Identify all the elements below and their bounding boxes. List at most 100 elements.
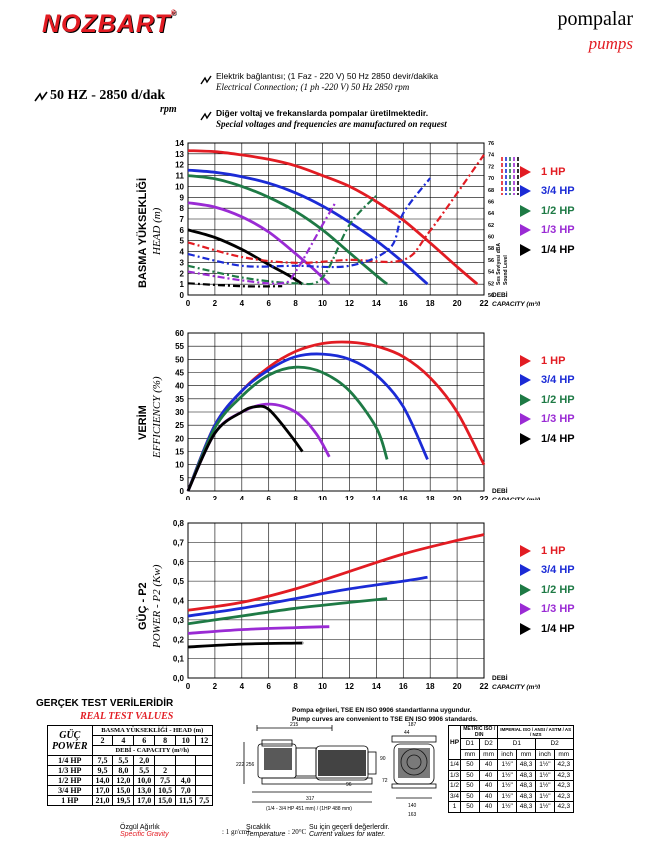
series-line xyxy=(187,597,388,626)
legend-entry: 1 HP xyxy=(520,351,575,371)
x-axis-label-tr: DEBİ xyxy=(492,487,508,495)
standards-note: Pompa eğrileri, TSE EN ISO 9906 standart… xyxy=(292,707,478,723)
capacity-cell: 7,5 xyxy=(91,755,114,766)
legend-label: 1 HP xyxy=(541,165,566,178)
x-tick-label: 10 xyxy=(318,682,327,691)
power-chart: 0 2 4 6 8 10 12 14 16 18 20 22 0,0 0,1 0,2 0,3 0,4 0,5 0,6… xyxy=(173,519,540,691)
x-tick-label: 6 xyxy=(267,682,272,691)
sound-axis-label-tr: Ses Seviyesi dBA xyxy=(496,243,502,285)
legend-entry: 1 HP xyxy=(520,541,575,561)
series-line xyxy=(187,149,479,286)
sg-value: : 1 gr/cm³ xyxy=(222,828,250,836)
dim-cell: 42,3 xyxy=(553,780,575,792)
x-tick-label: 14 xyxy=(372,495,381,500)
dim-cell: 48,3 xyxy=(515,790,537,802)
y2-tick-label: 76 xyxy=(488,141,494,147)
capacity-cell xyxy=(175,755,197,766)
x-axis-label-en: CAPACITY (m³/h) xyxy=(492,684,540,691)
svg-text:140: 140 xyxy=(408,803,417,809)
y-tick-label: 0 xyxy=(180,487,185,496)
head-value: 4 xyxy=(112,735,135,746)
capacity-cell: 4,0 xyxy=(175,775,197,786)
y-tick-label: 1 xyxy=(180,280,185,289)
capacity-cell: 15,0 xyxy=(112,785,135,796)
legend-entry: 1/2 HP xyxy=(520,201,575,221)
efficiency-chart: 0 2 4 6 8 10 12 14 16 18 20 22 0 5 10 15 20 25 30 35 40 45 50 5… xyxy=(175,329,540,500)
legend-marker-icon xyxy=(520,544,531,557)
capacity-cell: 14,0 xyxy=(91,775,114,786)
y-tick-label: 4 xyxy=(180,248,185,257)
head-value: 12 xyxy=(195,735,213,746)
series-line xyxy=(187,641,304,649)
legend-entry: 1/2 HP xyxy=(520,390,575,410)
sound-line xyxy=(187,200,337,285)
legend-entry: 3/4 HP xyxy=(520,371,575,391)
legend-label: 1 HP xyxy=(541,544,566,557)
x-tick-label: 0 xyxy=(186,299,191,308)
legend-marker-icon xyxy=(520,224,531,237)
legend-entry: 3/4 HP xyxy=(520,182,575,202)
legend-label: 1/2 HP xyxy=(541,583,575,596)
legend-entry: 1/3 HP xyxy=(520,410,575,430)
page-title-en: pumps xyxy=(588,34,633,53)
page-title-tr: pompalar xyxy=(557,8,633,30)
sound-axis-label-en: Sound Level xyxy=(503,255,509,285)
series-line xyxy=(186,365,389,492)
y-tick-label: 0,5 xyxy=(173,577,185,586)
x-tick-label: 16 xyxy=(399,299,408,308)
dim-cell: 48,3 xyxy=(515,759,537,771)
capacity-cell: 7,5 xyxy=(195,795,213,806)
table-row: 3/4 50 40 1½" 48,3 1½" 42,3 xyxy=(447,790,575,802)
svg-text:44: 44 xyxy=(404,730,410,736)
dim-cell: 1½" xyxy=(497,780,517,792)
x-tick-label: 20 xyxy=(453,299,462,308)
dim-cell: 40 xyxy=(478,790,499,802)
x-tick-label: 8 xyxy=(293,682,298,691)
legend-entry: 3/4 HP xyxy=(520,561,575,581)
table-row: 1 50 40 1½" 48,3 1½" 42,3 xyxy=(447,801,575,813)
x-tick-label: 18 xyxy=(426,495,435,500)
capacity-cell: 10,5 xyxy=(154,785,177,796)
legend-marker-icon xyxy=(520,374,531,387)
capacity-cell: 11,5 xyxy=(175,795,197,806)
dim-cell: 48,3 xyxy=(515,801,537,813)
temp-value: : 20°C xyxy=(288,828,307,836)
legend-head: 1 HP 3/4 HP 1/2 HP 1/3 HP 1/4 HP xyxy=(520,162,575,260)
x-axis-label-tr: DEBİ xyxy=(492,674,508,682)
y2-tick-label: 72 xyxy=(488,164,494,170)
y-tick-label: 5 xyxy=(180,474,185,483)
voltage-info: Diğer voltaj ve frekanslarda pompalar ür… xyxy=(216,108,447,129)
table-row: 1/3 HP 9,5 8,0 5,5 2 xyxy=(47,765,213,776)
capacity-cell: 17,0 xyxy=(133,795,156,806)
legend-marker-icon xyxy=(520,413,531,426)
svg-text:(1/4 - 3/4 HP 451 mm) / (1HP 4: (1/4 - 3/4 HP 451 mm) / (1HP 488 mm) xyxy=(266,806,352,812)
legend-label: 1/4 HP xyxy=(541,243,575,256)
x-tick-label: 20 xyxy=(453,495,462,500)
capacity-cell: 5,5 xyxy=(133,765,156,776)
sound-line xyxy=(187,282,283,288)
series-line xyxy=(186,404,304,492)
dim-cell: 42,3 xyxy=(553,769,575,781)
x-tick-label: 8 xyxy=(293,495,298,500)
legend-marker-icon xyxy=(520,204,531,217)
capacity-cell: 9,5 xyxy=(91,765,114,776)
svg-text:72: 72 xyxy=(382,778,388,784)
table-row: 1/2 50 40 1½" 48,3 1½" 42,3 xyxy=(447,780,575,792)
y-tick-label: 10 xyxy=(175,461,184,470)
hp-cell: 1/3 HP xyxy=(47,765,93,776)
x-tick-label: 18 xyxy=(426,299,435,308)
capacity-cell: 13,0 xyxy=(133,785,156,796)
x-tick-label: 6 xyxy=(267,495,272,500)
hp-cell: 3/4 HP xyxy=(47,785,93,796)
legend-label: 1/3 HP xyxy=(541,224,575,237)
legend-entry: 1/4 HP xyxy=(520,429,575,449)
legend-power: 1 HP 3/4 HP 1/2 HP 1/3 HP 1/4 HP xyxy=(520,541,575,639)
dim-cell: 3/4 xyxy=(447,790,462,802)
y-tick-label: 0 xyxy=(180,291,185,300)
table-row: 1/3 50 40 1½" 48,3 1½" 42,3 xyxy=(447,769,575,781)
legend-label: 1/3 HP xyxy=(541,603,575,616)
y-tick-label: 60 xyxy=(175,329,184,338)
series-line xyxy=(187,168,429,286)
table-row: 1/4 HP 7,5 5,5 2,0 xyxy=(47,755,213,766)
x-tick-label: 2 xyxy=(213,299,218,308)
